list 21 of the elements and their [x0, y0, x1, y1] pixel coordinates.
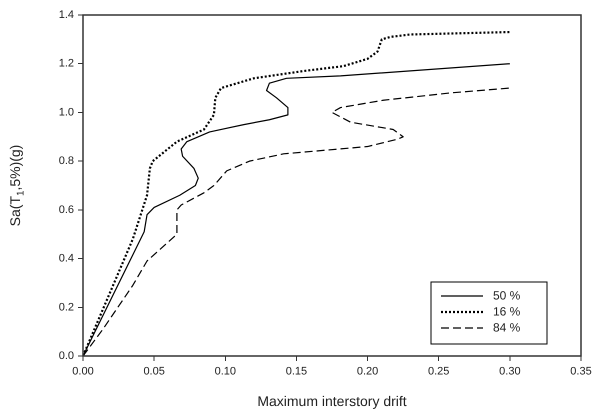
y-tick-label: 0.6	[58, 204, 74, 216]
x-tick-label: 0.25	[428, 366, 450, 378]
legend-label: 50 %	[493, 288, 521, 302]
legend-label: 84 %	[493, 320, 521, 334]
x-tick-label: 0.20	[356, 366, 378, 378]
y-tick-label: 1.4	[58, 9, 74, 22]
y-axis-title: Sa(T1,5%)(g)	[6, 144, 27, 226]
y-tick-label: 1.2	[58, 58, 74, 70]
x-tick-label: 0.05	[143, 366, 165, 378]
x-tick-label: 0.30	[499, 366, 521, 378]
legend-label: 16 %	[493, 304, 521, 318]
y-tick-label: 0.0	[58, 350, 74, 362]
x-axis-title: Maximum interstory drift	[257, 392, 407, 409]
x-tick-label: 0.10	[214, 366, 236, 378]
y-tick-label: 1.0	[58, 106, 74, 118]
y-tick-label: 0.8	[58, 155, 74, 168]
x-tick-label: 0.15	[286, 366, 308, 378]
y-tick-label: 0.4	[58, 252, 74, 265]
x-tick-label: 0.00	[72, 366, 94, 378]
y-tick-label: 0.2	[58, 301, 74, 314]
x-tick-label: 0.35	[570, 366, 592, 378]
